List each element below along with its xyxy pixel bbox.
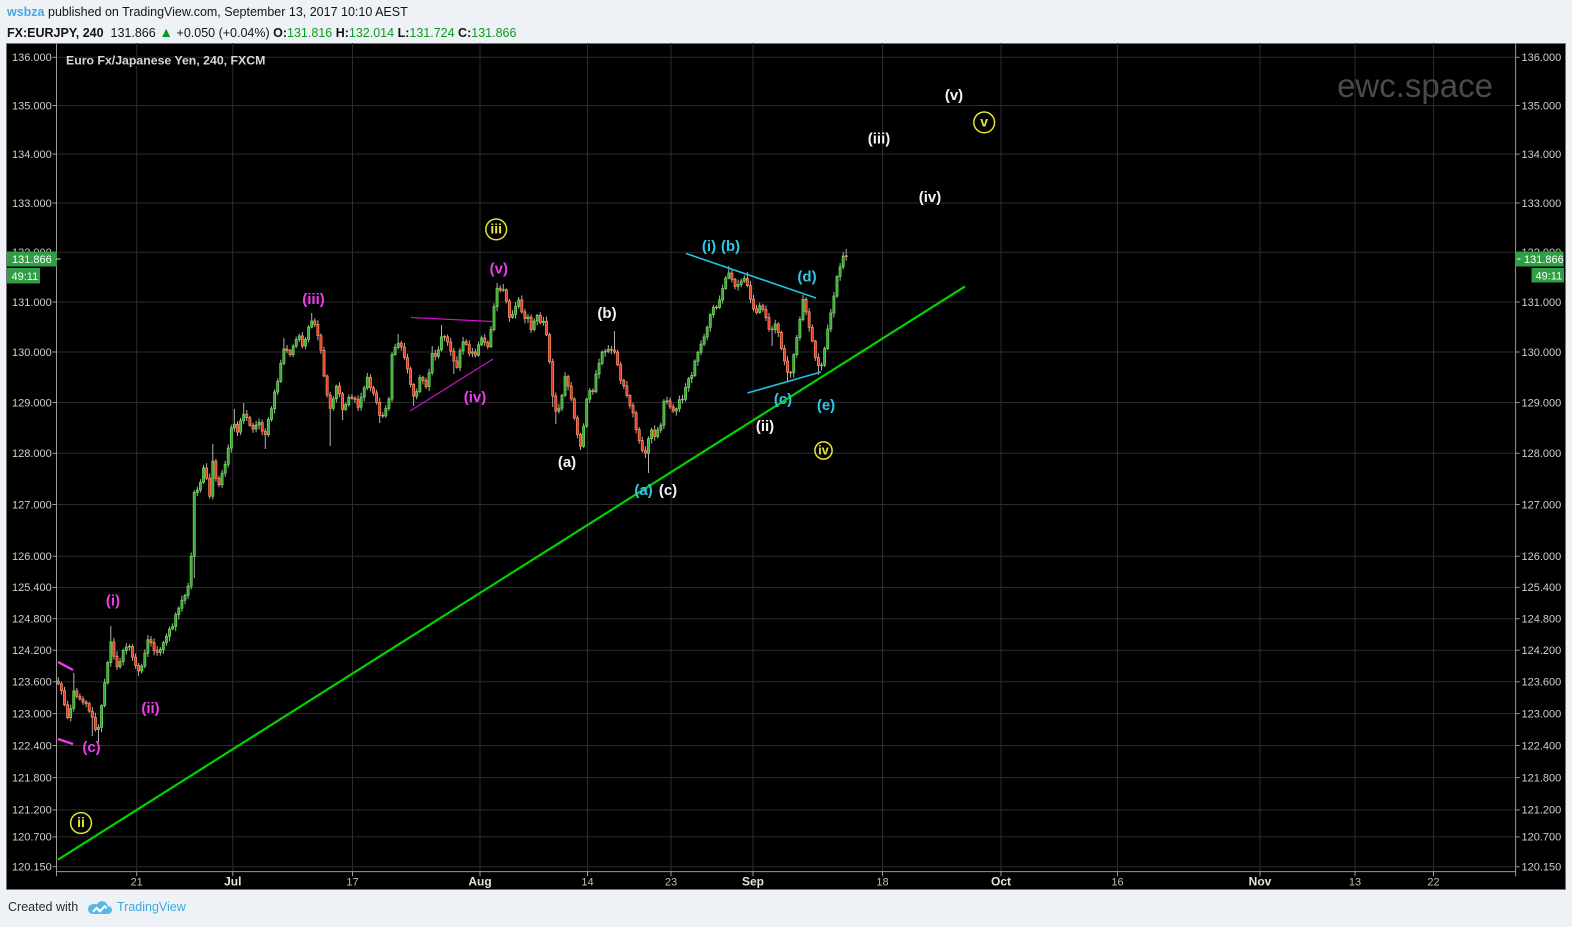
svg-text:(e): (e)	[817, 397, 835, 414]
svg-text:(a): (a)	[634, 482, 652, 499]
svg-text:123.600: 123.600	[12, 677, 52, 689]
svg-text:120.700: 120.700	[1522, 832, 1562, 844]
svg-text:128.000: 128.000	[12, 448, 52, 460]
svg-text:(ii): (ii)	[756, 418, 774, 435]
svg-text:121.800: 121.800	[12, 772, 52, 784]
svg-text:129.000: 129.000	[12, 397, 52, 409]
svg-text:131.000: 131.000	[1522, 297, 1562, 309]
svg-text:(iii): (iii)	[302, 291, 325, 308]
svg-text:135.000: 135.000	[12, 100, 52, 112]
svg-text:124.200: 124.200	[12, 645, 52, 657]
svg-text:21: 21	[131, 877, 143, 889]
svg-text:17: 17	[346, 877, 358, 889]
svg-text:122.400: 122.400	[1522, 740, 1562, 752]
svg-text:131.866: 131.866	[12, 254, 52, 266]
svg-text:(iv): (iv)	[919, 189, 942, 206]
svg-text:127.000: 127.000	[12, 499, 52, 511]
svg-text:(i): (i)	[106, 593, 120, 610]
svg-text:v: v	[980, 114, 988, 130]
svg-text:(b): (b)	[597, 305, 616, 322]
svg-text:127.000: 127.000	[1522, 499, 1562, 511]
svg-text:iv: iv	[818, 444, 828, 458]
svg-text:121.200: 121.200	[12, 805, 52, 817]
svg-text:Oct: Oct	[991, 875, 1011, 889]
svg-text:Sep: Sep	[742, 875, 764, 889]
svg-text:124.200: 124.200	[1522, 645, 1562, 657]
svg-text:14: 14	[581, 877, 593, 889]
svg-text:ewc.space: ewc.space	[1337, 67, 1493, 104]
svg-text:16: 16	[1111, 877, 1123, 889]
svg-text:122.400: 122.400	[12, 740, 52, 752]
svg-text:121.800: 121.800	[1522, 772, 1562, 784]
svg-text:123.600: 123.600	[1522, 677, 1562, 689]
svg-text:(b): (b)	[721, 238, 740, 255]
svg-text:124.800: 124.800	[1522, 614, 1562, 626]
svg-text:49:11: 49:11	[12, 271, 39, 283]
svg-text:Nov: Nov	[1249, 875, 1272, 889]
svg-text:135.000: 135.000	[1522, 100, 1562, 112]
svg-text:(c): (c)	[774, 391, 792, 408]
svg-text:iii: iii	[490, 221, 502, 237]
svg-text:134.000: 134.000	[1522, 149, 1562, 161]
svg-text:125.400: 125.400	[12, 582, 52, 594]
svg-text:136.000: 136.000	[1522, 52, 1562, 64]
svg-text:133.000: 133.000	[12, 198, 52, 210]
svg-text:(c): (c)	[82, 739, 100, 756]
svg-text:136.000: 136.000	[12, 52, 52, 64]
svg-text:120.700: 120.700	[12, 832, 52, 844]
svg-text:(iii): (iii)	[868, 131, 891, 148]
svg-text:49:11: 49:11	[1536, 271, 1563, 283]
svg-text:(d): (d)	[797, 269, 816, 286]
svg-text:126.000: 126.000	[1522, 551, 1562, 563]
svg-text:126.000: 126.000	[12, 551, 52, 563]
svg-text:131.866: 131.866	[1524, 254, 1564, 266]
svg-text:133.000: 133.000	[1522, 198, 1562, 210]
svg-text:Euro Fx/Japanese Yen, 240, FXC: Euro Fx/Japanese Yen, 240, FXCM	[66, 54, 265, 68]
svg-text:121.200: 121.200	[1522, 805, 1562, 817]
svg-text:Jul: Jul	[224, 875, 241, 889]
svg-text:(v): (v)	[945, 87, 963, 104]
svg-text:125.400: 125.400	[1522, 582, 1562, 594]
svg-text:(ii): (ii)	[141, 700, 159, 717]
svg-text:130.000: 130.000	[1522, 347, 1562, 359]
svg-text:129.000: 129.000	[1522, 397, 1562, 409]
svg-text:(v): (v)	[490, 260, 508, 277]
svg-text:18: 18	[876, 877, 888, 889]
svg-text:123.000: 123.000	[1522, 708, 1562, 720]
svg-text:134.000: 134.000	[12, 149, 52, 161]
svg-text:120.150: 120.150	[12, 862, 52, 874]
svg-text:(iv): (iv)	[464, 389, 487, 406]
svg-text:23: 23	[665, 877, 677, 889]
svg-text:128.000: 128.000	[1522, 448, 1562, 460]
svg-text:(c): (c)	[659, 482, 677, 499]
svg-text:120.150: 120.150	[1522, 862, 1562, 874]
svg-text:131.000: 131.000	[12, 297, 52, 309]
svg-text:(a): (a)	[558, 454, 576, 471]
svg-text:ii: ii	[77, 814, 85, 830]
svg-text:130.000: 130.000	[12, 347, 52, 359]
svg-text:13: 13	[1349, 877, 1361, 889]
svg-text:123.000: 123.000	[12, 708, 52, 720]
svg-text:22: 22	[1427, 877, 1439, 889]
svg-text:(i): (i)	[702, 238, 716, 255]
svg-text:124.800: 124.800	[12, 614, 52, 626]
svg-text:Aug: Aug	[468, 875, 491, 889]
